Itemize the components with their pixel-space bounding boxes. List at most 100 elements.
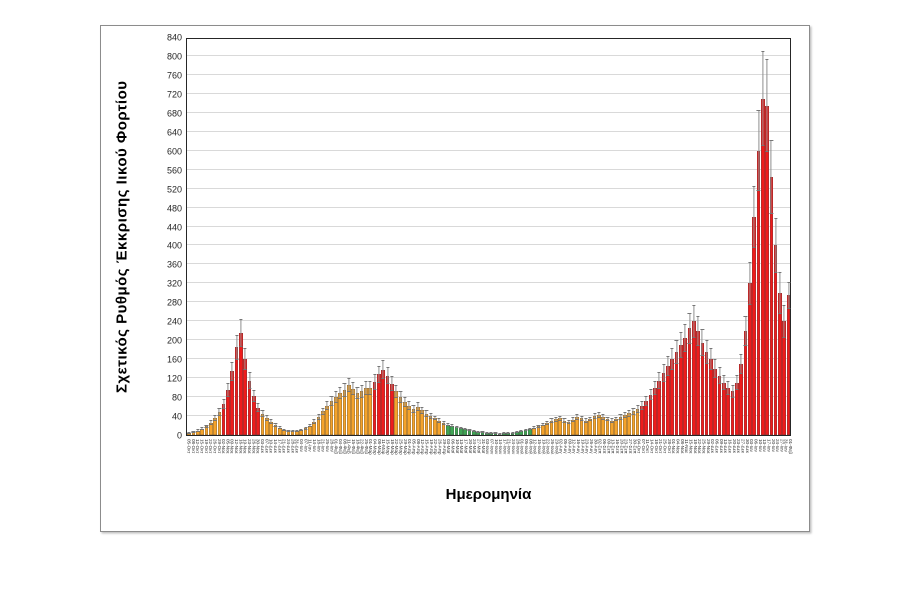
x-tick-label: 17-Μαϊ — [463, 439, 469, 454]
gridline — [187, 54, 790, 56]
bar — [385, 375, 390, 435]
bar — [476, 431, 480, 435]
error-bar — [743, 315, 748, 346]
x-tick-label: 10-Ιαν — [757, 439, 763, 452]
gridline — [187, 244, 790, 246]
x-tick-slot: 16-Δεκ — [727, 438, 732, 476]
error-bar — [286, 429, 290, 432]
bar — [316, 417, 321, 435]
error-bar — [498, 432, 502, 435]
error-bar — [730, 384, 735, 399]
bar — [687, 328, 692, 435]
x-tick-slot: 06-Σεπ — [602, 438, 607, 476]
error-bar — [722, 375, 726, 391]
bar — [394, 391, 398, 435]
x-tick-slot: 05-Ιουλ — [524, 438, 530, 476]
x-tick-slot: 23-Δεκ — [736, 438, 741, 476]
x-tick-slot: 27-Μαϊ — [476, 438, 481, 476]
x-tick-label: 24-Ιουν — [511, 439, 517, 455]
x-tick-slot: 13-Σεπ — [610, 438, 616, 476]
error-bar — [627, 409, 631, 417]
bar — [588, 418, 593, 435]
bar — [433, 417, 437, 435]
error-bar — [355, 387, 359, 400]
error-bar — [325, 401, 329, 410]
x-tick-slot: 04-Ιαν — [299, 438, 304, 476]
error-bar — [778, 272, 782, 314]
x-tick-label: 20-Μαϊ — [467, 439, 473, 454]
error-bar — [705, 339, 709, 365]
x-tick-label: 03-Μαϊ — [446, 439, 452, 454]
error-bar — [476, 430, 480, 433]
x-tick-label: 12-Απρ — [420, 439, 426, 455]
bar-slot — [277, 39, 282, 435]
x-tick-label: 03-Ιαν — [749, 439, 755, 452]
bar-slot — [450, 39, 455, 435]
error-bar — [394, 385, 398, 398]
error-bar — [558, 416, 562, 421]
error-bar — [631, 407, 635, 416]
bar — [640, 405, 644, 435]
error-bar — [321, 407, 325, 416]
x-tick-slot: 22-Φεβ — [359, 438, 365, 476]
x-tick-slot: 03-Ιαν — [749, 438, 755, 476]
bar-slot — [282, 39, 286, 435]
bar-slot — [515, 39, 519, 435]
bar — [277, 427, 282, 435]
bar — [428, 416, 433, 435]
bar — [739, 363, 743, 435]
error-bar — [562, 418, 566, 424]
x-tick-slot: 25-Οκτ — [662, 438, 668, 476]
bar — [273, 425, 278, 435]
bar — [515, 432, 519, 435]
x-tick-slot: 26-Νοε — [251, 438, 256, 476]
error-bar — [204, 424, 208, 429]
x-tick-slot: 27-Δεκ — [740, 438, 745, 476]
x-tick-label: 13-Μαϊ — [459, 439, 465, 454]
bar-slot — [260, 39, 265, 435]
error-bar — [247, 372, 252, 389]
bar-slot — [338, 39, 342, 435]
error-bar — [239, 318, 243, 348]
error-bar — [265, 415, 269, 421]
error-bar — [338, 387, 342, 400]
x-tick-label: 05-Ιουλ — [524, 439, 530, 455]
bar-slot — [368, 39, 373, 435]
x-tick-label: 18-Μαρ — [389, 439, 395, 455]
error-bar — [511, 431, 515, 434]
error-bar — [739, 353, 743, 375]
bar-slot — [739, 39, 743, 435]
x-tick-label: 25-Μαρ — [398, 439, 404, 455]
x-tick-slot: 02-Νοε — [221, 438, 226, 476]
x-tick-slot: 16-Νοε — [238, 438, 243, 476]
error-bar — [291, 430, 295, 433]
bar — [765, 105, 769, 435]
bar-slot — [351, 39, 355, 435]
bar-slot — [221, 39, 226, 435]
error-bar — [519, 430, 523, 433]
error-bar — [618, 414, 622, 420]
x-tick-slot: 09-Δεκ — [718, 438, 724, 476]
x-tick-slot: 27-Σεπ — [627, 438, 633, 476]
bar — [571, 419, 575, 435]
x-tick-slot: 26-Αυγ — [588, 438, 594, 476]
bar — [256, 407, 260, 435]
gridline — [187, 358, 790, 360]
x-tick-slot: 22-Ιουλ — [545, 438, 551, 476]
bar-slot — [467, 39, 472, 435]
bar — [536, 426, 541, 435]
x-tick-label: 07-Ιαν — [303, 439, 309, 452]
gridline — [187, 320, 790, 322]
x-tick-label: 26-Αυγ — [588, 439, 594, 454]
bar-slot — [372, 39, 377, 435]
x-tick-slot: 02-Σεπ — [597, 438, 603, 476]
x-tick-slot: 25-Ιαν — [325, 438, 330, 476]
error-bar — [433, 415, 437, 421]
bar — [523, 430, 528, 435]
bar — [769, 176, 774, 435]
x-tick-slot: 18-Οκτ — [653, 438, 659, 476]
bar-slot — [782, 39, 787, 435]
x-tick-slot: 13-Δεκ — [723, 438, 728, 476]
x-tick-label: 11-Φεβ — [346, 439, 352, 454]
x-axis-title: Ημερομηνία — [445, 486, 532, 503]
